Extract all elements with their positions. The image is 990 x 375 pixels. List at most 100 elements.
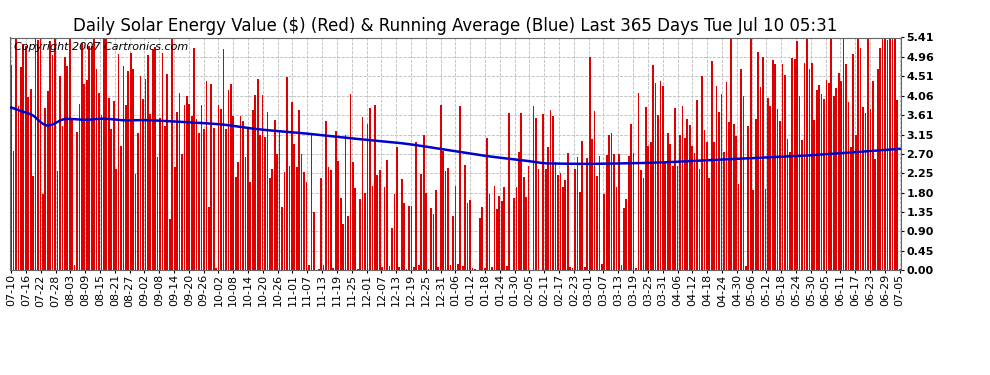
- Bar: [606, 155, 608, 270]
- Bar: [741, 69, 742, 270]
- Bar: [271, 169, 273, 270]
- Bar: [145, 79, 147, 270]
- Bar: [579, 192, 581, 270]
- Bar: [30, 89, 32, 270]
- Bar: [159, 118, 161, 270]
- Bar: [731, 38, 732, 270]
- Bar: [896, 100, 898, 270]
- Bar: [98, 93, 100, 270]
- Bar: [887, 40, 888, 270]
- Bar: [240, 116, 242, 270]
- Bar: [40, 38, 42, 270]
- Bar: [440, 105, 442, 270]
- Bar: [892, 38, 893, 270]
- Bar: [841, 81, 842, 270]
- Bar: [469, 200, 471, 270]
- Bar: [484, 268, 485, 270]
- Bar: [213, 128, 215, 270]
- Bar: [156, 157, 158, 270]
- Bar: [245, 157, 247, 270]
- Bar: [809, 69, 810, 270]
- Bar: [547, 147, 549, 270]
- Bar: [709, 178, 710, 270]
- Bar: [789, 152, 791, 270]
- Bar: [449, 264, 451, 270]
- Bar: [413, 267, 415, 270]
- Bar: [516, 187, 518, 270]
- Bar: [352, 162, 353, 270]
- Bar: [96, 69, 97, 270]
- Bar: [416, 142, 417, 270]
- Bar: [611, 134, 613, 270]
- Bar: [749, 38, 751, 270]
- Bar: [313, 211, 315, 270]
- Bar: [396, 147, 398, 270]
- Bar: [736, 136, 737, 270]
- Bar: [557, 175, 558, 270]
- Bar: [643, 178, 644, 270]
- Bar: [479, 217, 481, 270]
- Bar: [836, 88, 838, 270]
- Bar: [591, 139, 593, 270]
- Bar: [376, 175, 378, 270]
- Bar: [379, 170, 380, 270]
- Bar: [254, 95, 256, 270]
- Bar: [842, 38, 844, 270]
- Title: Daily Solar Energy Value ($) (Red) & Running Average (Blue) Last 365 Days Tue Ju: Daily Solar Energy Value ($) (Red) & Run…: [73, 16, 838, 34]
- Bar: [662, 86, 663, 270]
- Bar: [621, 265, 623, 270]
- Bar: [821, 94, 823, 270]
- Bar: [179, 93, 180, 270]
- Bar: [381, 267, 383, 270]
- Bar: [198, 133, 200, 270]
- Bar: [243, 121, 244, 270]
- Bar: [59, 76, 60, 270]
- Bar: [335, 131, 337, 270]
- Bar: [786, 139, 788, 270]
- Bar: [791, 58, 793, 270]
- Bar: [88, 46, 90, 270]
- Bar: [681, 106, 683, 270]
- Bar: [196, 119, 197, 270]
- Bar: [15, 38, 17, 270]
- Bar: [674, 108, 676, 270]
- Bar: [716, 86, 718, 270]
- Bar: [206, 81, 207, 270]
- Bar: [78, 105, 80, 270]
- Bar: [543, 114, 545, 270]
- Bar: [118, 54, 120, 270]
- Bar: [10, 65, 12, 270]
- Bar: [83, 84, 85, 270]
- Bar: [576, 157, 578, 270]
- Bar: [269, 177, 270, 270]
- Bar: [291, 102, 293, 270]
- Bar: [464, 165, 466, 270]
- Bar: [18, 106, 19, 270]
- Bar: [128, 71, 129, 270]
- Bar: [391, 228, 393, 270]
- Bar: [850, 147, 851, 270]
- Bar: [354, 188, 356, 270]
- Bar: [393, 194, 395, 270]
- Bar: [228, 90, 230, 270]
- Bar: [169, 219, 170, 270]
- Bar: [203, 129, 205, 270]
- Bar: [133, 69, 134, 270]
- Bar: [777, 109, 778, 270]
- Bar: [526, 197, 527, 270]
- Bar: [61, 126, 63, 270]
- Bar: [384, 187, 385, 270]
- Bar: [754, 119, 756, 270]
- Bar: [586, 158, 588, 270]
- Bar: [882, 38, 883, 270]
- Bar: [188, 104, 190, 270]
- Bar: [599, 156, 600, 270]
- Bar: [706, 142, 708, 270]
- Bar: [223, 50, 225, 270]
- Bar: [264, 138, 266, 270]
- Bar: [503, 187, 505, 270]
- Bar: [343, 224, 344, 270]
- Bar: [894, 38, 896, 270]
- Bar: [176, 112, 178, 270]
- Bar: [220, 109, 222, 270]
